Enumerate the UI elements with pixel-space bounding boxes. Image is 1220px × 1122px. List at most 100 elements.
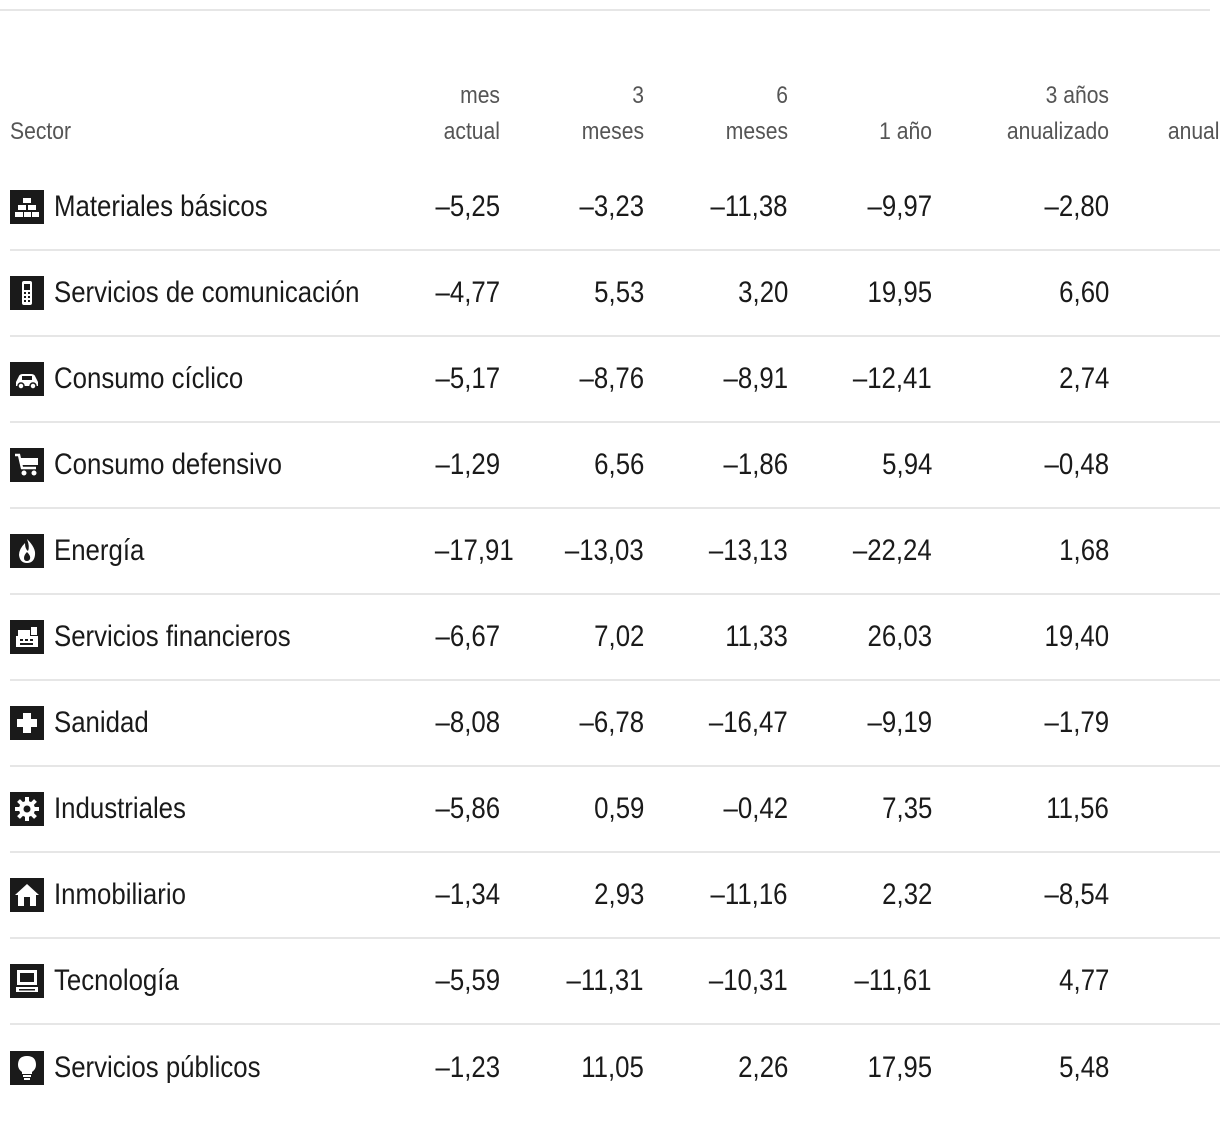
value-5-anios xyxy=(1109,938,1220,1025)
table-row: Consumo cíclico –5,17 –8,76 –8,91 –12,41 2,74 xyxy=(10,336,1220,423)
value-3-anios: –8,54 xyxy=(932,852,1109,939)
value-6-meses: –13,13 xyxy=(644,508,788,595)
value-1-anio: 17,95 xyxy=(867,1050,932,1084)
value-3-anios: 1,68 xyxy=(932,508,1109,595)
value-3-meses: 5,53 xyxy=(500,250,644,337)
sector-name: Materiales básicos xyxy=(54,189,268,223)
gold-bars-icon xyxy=(10,189,44,224)
value-mes-actual: –5,25 xyxy=(422,164,500,251)
mobile-phone-icon xyxy=(10,276,44,310)
value-3-meses: –8,76 xyxy=(500,336,644,423)
value-6-meses: –11,38 xyxy=(644,164,788,251)
value-1-anio: –9,97 xyxy=(788,164,932,251)
house-icon xyxy=(10,878,44,912)
value-3-meses: –13,03 xyxy=(500,508,644,595)
table-row: Servicios públicos –1,23 11,05 2,26 17,95 5,4… xyxy=(10,1024,1220,1110)
value-3-anios: 19,40 xyxy=(932,594,1109,681)
value-3-meses: 0,59 xyxy=(500,766,644,853)
cash-register-icon xyxy=(10,620,44,654)
value-3-meses: 6,56 xyxy=(500,422,644,509)
value-1-anio: 2,32 xyxy=(788,852,932,939)
value-5-anios xyxy=(1109,594,1220,681)
header-mes-actual: mes actual xyxy=(443,82,500,145)
header-1-anio: 1 año xyxy=(879,118,932,145)
sector-name-cell: Materiales básicos xyxy=(10,164,422,251)
table-row: Industriales –5,86 0,59 –0,42 7,35 11,56 xyxy=(10,766,1220,853)
header-6-meses: 6 meses xyxy=(725,82,788,145)
sector-name: Servicios financieros xyxy=(54,620,291,653)
gear-icon xyxy=(10,792,44,826)
value-3-anios: 2,74 xyxy=(932,336,1109,423)
sector-name-cell: Servicios públicos xyxy=(10,1024,422,1110)
value-3-anios: 4,77 xyxy=(932,938,1109,1025)
table-row: Sanidad –8,08 –6,78 –16,47 –9,19 –1,79 xyxy=(10,680,1220,767)
sector-name-cell: Servicios de comunicación xyxy=(10,250,422,337)
value-6-meses: 2,26 xyxy=(737,1050,788,1084)
value-3-anios: 6,60 xyxy=(932,250,1109,337)
sector-name: Consumo cíclico xyxy=(54,362,244,395)
medical-cross-icon xyxy=(10,706,44,740)
value-mes-actual: –17,91 xyxy=(422,508,514,595)
value-6-meses: –1,86 xyxy=(644,422,788,509)
table-body: Materiales básicos –5,25 –3,23 –11,38 –9,97–… xyxy=(10,164,1220,1110)
value-mes-actual: –4,77 xyxy=(422,250,500,337)
table-header-row: Sector mes actual 3 meses 6 meses 1 año 3 a… xyxy=(10,78,1220,164)
value-6-meses: –10,31 xyxy=(644,938,788,1025)
value-3-meses: 7,02 xyxy=(500,594,644,681)
value-1-anio: –12,41 xyxy=(788,336,932,423)
value-5-anios xyxy=(1109,852,1220,939)
value-3-anios: 5,48 xyxy=(1058,1050,1109,1084)
value-mes-actual: –5,86 xyxy=(422,766,500,853)
sector-name: Industriales xyxy=(54,792,186,825)
car-icon xyxy=(10,362,44,396)
value-3-anios: –2,80 xyxy=(932,164,1109,251)
value-5-anios xyxy=(1109,250,1220,337)
top-divider xyxy=(0,9,1210,11)
value-5-anios xyxy=(1109,164,1220,251)
value-mes-actual: –6,67 xyxy=(422,594,500,681)
sector-name: Energía xyxy=(54,534,145,567)
value-6-meses: 3,20 xyxy=(644,250,788,337)
value-6-meses: –11,16 xyxy=(644,852,788,939)
sector-name-cell: Servicios financieros xyxy=(10,594,422,681)
sector-name: Servicios de comunicación xyxy=(54,276,360,309)
sector-name-cell: Industriales xyxy=(10,766,422,853)
sector-name: Servicios públicos xyxy=(54,1050,261,1084)
sector-name-cell: Consumo cíclico xyxy=(10,336,422,423)
value-mes-actual: –5,59 xyxy=(422,938,500,1025)
table-row: Inmobiliario –1,34 2,93 –11,16 2,32 –8,54 xyxy=(10,852,1220,939)
value-6-meses: –8,91 xyxy=(644,336,788,423)
sector-name: Consumo defensivo xyxy=(54,448,283,481)
sector-name-cell: Sanidad xyxy=(10,680,422,767)
header-3-anios: 3 años anualizado xyxy=(1006,82,1109,145)
table-row: Tecnología –5,59 –11,31 –10,31 –11,61 4,77 xyxy=(10,938,1220,1025)
value-mes-actual: –1,34 xyxy=(422,852,500,939)
value-mes-actual: –5,17 xyxy=(422,336,500,423)
sector-name-cell: Consumo defensivo xyxy=(10,422,422,509)
value-3-anios: –1,79 xyxy=(932,680,1109,767)
value-5-anios xyxy=(1109,422,1220,509)
value-3-meses: –11,31 xyxy=(500,938,644,1025)
value-1-anio: 19,95 xyxy=(788,250,932,337)
value-6-meses: 11,33 xyxy=(644,594,788,681)
sector-name-cell: Tecnología xyxy=(10,938,422,1025)
value-5-anios xyxy=(1109,336,1220,423)
sector-returns-table: Sector mes actual 3 meses 6 meses 1 año 3 a… xyxy=(10,78,1220,1110)
sector-name: Inmobiliario xyxy=(54,878,186,911)
value-3-meses: –6,78 xyxy=(500,680,644,767)
value-5-anios xyxy=(1109,1024,1220,1110)
value-3-anios: 11,56 xyxy=(932,766,1109,853)
value-5-anios xyxy=(1109,680,1220,767)
sector-name-cell: Energía xyxy=(10,508,422,595)
flame-icon xyxy=(10,534,44,568)
value-3-anios: –0,48 xyxy=(932,422,1109,509)
value-mes-actual: –8,08 xyxy=(422,680,500,767)
sector-name: Sanidad xyxy=(54,706,149,739)
value-1-anio: –22,24 xyxy=(788,508,932,595)
table-row: Servicios financieros –6,67 7,02 11,33 26,03… xyxy=(10,594,1220,681)
sector-name: Tecnología xyxy=(54,964,179,997)
light-bulb-icon xyxy=(10,1050,44,1085)
header-5-anios: anualizado xyxy=(1167,118,1220,145)
value-5-anios xyxy=(1109,508,1220,595)
